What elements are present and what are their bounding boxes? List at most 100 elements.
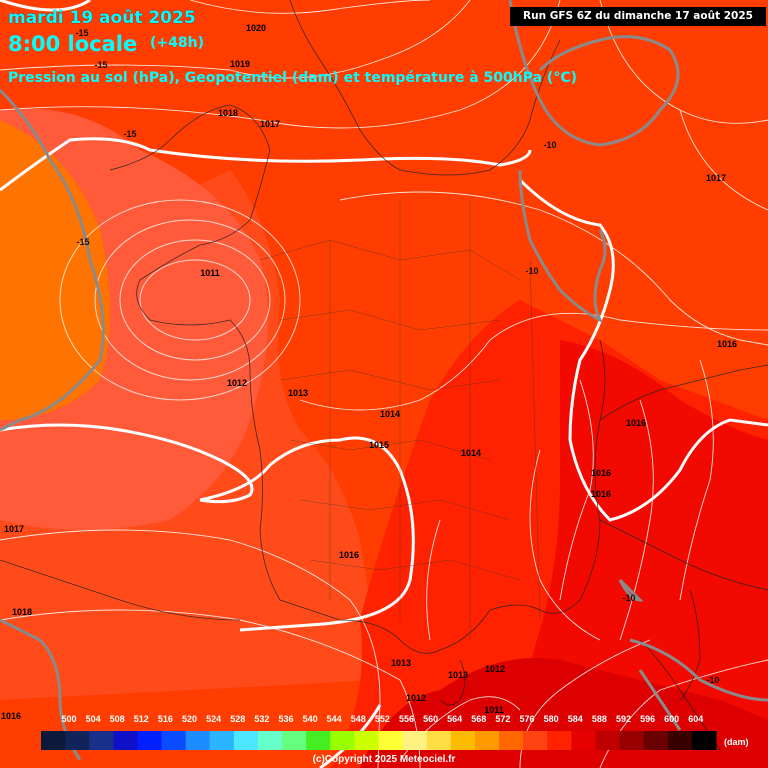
- isobar-label: 1012: [226, 378, 248, 388]
- zone-576: [520, 340, 768, 768]
- isotherm-label: -10: [622, 593, 636, 603]
- scale-tick-label: 512: [133, 714, 149, 724]
- department-borders: [259, 200, 541, 640]
- scale-swatch: [378, 731, 404, 750]
- scale-swatch: [306, 731, 331, 750]
- scale-tick-label: 520: [181, 714, 198, 724]
- scale-tick-label: 540: [302, 714, 318, 724]
- isobar-label: 1016: [338, 550, 360, 560]
- isobar-label: 1012: [405, 693, 427, 703]
- scale-swatch: [667, 731, 693, 750]
- scale-swatch: [499, 731, 524, 750]
- scale-tick-label: 504: [85, 714, 101, 724]
- scale-tick-label: 528: [230, 714, 246, 724]
- scale-tick-label: 532: [254, 714, 270, 724]
- isobar-label: 1015: [368, 440, 390, 450]
- scale-tick-label: 516: [157, 714, 173, 724]
- isobar-label: 1016: [625, 418, 647, 428]
- scale-swatch: [137, 731, 163, 750]
- isobar-label: 1016: [716, 339, 738, 349]
- isobar-label: 1011: [484, 705, 504, 715]
- forecast-date: mardi 19 août 2025: [8, 8, 196, 28]
- isobar-label: 1011: [200, 268, 220, 278]
- isotherm-label: -15: [94, 60, 108, 70]
- scale-swatch: [571, 731, 596, 750]
- scale-tick-label: 548: [350, 714, 366, 724]
- isobar-label: 1019: [229, 59, 251, 69]
- forecast-lead: (+48h): [150, 35, 204, 51]
- low-pressure-rings: [59, 199, 301, 401]
- scale-tick-label: 596: [640, 714, 656, 724]
- scale-swatch: [282, 731, 307, 750]
- isobar-label: 1016: [590, 489, 612, 499]
- isobar-label: 1017: [3, 524, 25, 534]
- scale-tick-label: 568: [471, 714, 487, 724]
- scale-swatch: [619, 731, 645, 750]
- scale-tick-label: 500: [61, 714, 77, 724]
- isobar-label: 1013: [287, 388, 309, 398]
- scale-swatch: [89, 731, 114, 750]
- scale-swatch: [474, 731, 500, 750]
- isobar-label: 1014: [379, 409, 401, 419]
- isobar-label: 1016: [590, 468, 612, 478]
- map-subtitle: Pression au sol (hPa), Geopotentiel (dam…: [8, 70, 577, 86]
- scale-swatch: [450, 731, 476, 750]
- scale-swatch: [523, 731, 548, 750]
- scale-tick-label: 576: [519, 714, 535, 724]
- zone-556: [0, 120, 110, 420]
- scale-swatch: [209, 731, 235, 750]
- copyright: (c)Copyright 2025 Meteociel.fr: [312, 754, 456, 765]
- scale-tick-label: 580: [543, 714, 559, 724]
- scale-swatch: [233, 731, 259, 750]
- isobar-label: 1017: [259, 119, 281, 129]
- scale-swatch: [330, 731, 355, 750]
- isobar-label: 1016: [0, 711, 22, 721]
- isotherm-label: -10: [706, 675, 720, 685]
- forecast-time: 8:00 locale: [8, 32, 138, 56]
- scale-tick-label: 556: [398, 714, 415, 724]
- isobar-label: 1020: [245, 23, 267, 33]
- isobar-label: 1018: [217, 108, 239, 118]
- isobar-label: 1014: [460, 448, 482, 458]
- scale-swatch: [691, 731, 717, 750]
- isotherm-label: -15: [75, 28, 89, 38]
- scale-swatch: [185, 731, 211, 750]
- scale-swatch: [161, 731, 187, 750]
- scale-tick-label: 508: [109, 714, 125, 724]
- scale-swatch: [65, 731, 90, 750]
- scale-tick-label: 604: [688, 714, 704, 724]
- scale-swatch: [402, 731, 428, 750]
- isobar-label: 1013: [390, 658, 412, 668]
- scale-tick-label: 572: [495, 714, 511, 724]
- scale-swatch: [41, 731, 66, 750]
- coastlines: [0, 0, 768, 751]
- isobar-label: 1018: [11, 607, 33, 617]
- isobar-label: 1013: [447, 670, 469, 680]
- scale-tick-label: 524: [206, 714, 222, 724]
- scale-tick-label: 536: [278, 714, 294, 724]
- color-scale-bar: [41, 731, 717, 750]
- scale-tick-label: 588: [591, 714, 607, 724]
- scale-swatch: [643, 731, 669, 750]
- isobar-label: 1012: [484, 664, 506, 674]
- scale-swatch: [354, 731, 379, 750]
- scale-tick-label: 544: [326, 714, 342, 724]
- scale-swatch: [595, 731, 621, 750]
- isotherm-label: -10: [543, 140, 557, 150]
- scale-swatch: [426, 731, 452, 750]
- scale-swatch: [547, 731, 572, 750]
- scale-tick-label: 560: [423, 714, 439, 724]
- scale-swatch: [113, 731, 138, 750]
- isotherm-label: -15: [76, 237, 90, 247]
- run-info-banner: Run GFS 6Z du dimanche 17 août 2025: [510, 7, 766, 26]
- scale-unit: (dam): [724, 737, 749, 747]
- scale-tick-label: 564: [447, 714, 463, 724]
- isobar-label: 1017: [705, 173, 727, 183]
- scale-tick-label: 600: [664, 714, 680, 724]
- scale-tick-label: 592: [615, 714, 632, 724]
- isotherm-label: -10: [525, 266, 539, 276]
